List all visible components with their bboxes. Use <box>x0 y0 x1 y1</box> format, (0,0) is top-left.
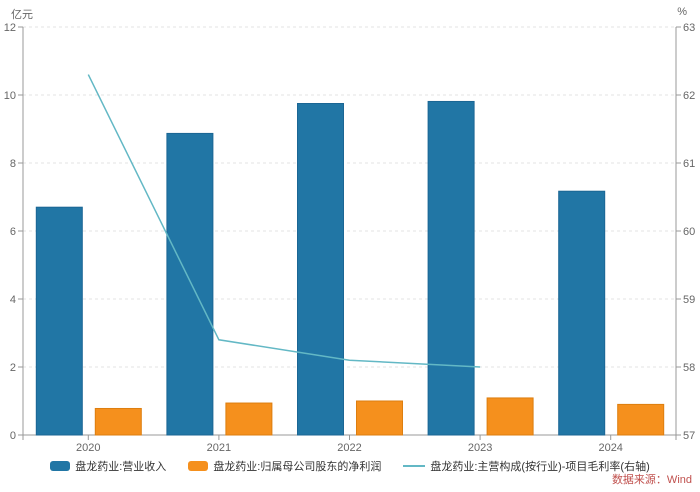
right-axis-tick-label: 61 <box>683 158 695 170</box>
legend-item-revenue[interactable]: 盘龙药业:营业收入 <box>50 458 166 474</box>
revenue-bar-2024[interactable] <box>558 190 606 436</box>
right-axis-tick-label: 63 <box>683 22 695 34</box>
legend-label-revenue: 盘龙药业:营业收入 <box>75 461 167 473</box>
x-axis-year-label: 2021 <box>207 442 231 454</box>
revenue-bar-2023[interactable] <box>427 100 475 436</box>
net-profit-bar-2023[interactable] <box>486 397 534 436</box>
right-axis-unit: % <box>677 6 687 18</box>
x-axis-year-label: 2020 <box>76 442 100 454</box>
legend: 盘龙药业:营业收入 盘龙药业:归属母公司股东的净利润 盘龙药业:主营构成(按行业… <box>0 458 700 474</box>
legend-item-net-profit[interactable]: 盘龙药业:归属母公司股东的净利润 <box>188 458 381 474</box>
data-source-note: 数据来源：Wind <box>611 474 692 486</box>
left-axis-tick-label: 12 <box>4 22 16 34</box>
revenue-bar-2020[interactable] <box>35 206 83 436</box>
legend-swatch-net-profit <box>188 461 209 471</box>
right-axis-tick-label: 57 <box>683 430 695 442</box>
net-profit-bar-2020[interactable] <box>94 407 142 436</box>
right-axis-tick-label: 62 <box>683 90 695 102</box>
legend-swatch-revenue <box>50 461 71 471</box>
right-axis-tick-label: 60 <box>683 226 695 238</box>
net-profit-bar-2021[interactable] <box>225 402 273 436</box>
left-axis-tick-label: 2 <box>10 362 16 374</box>
left-axis-tick-label: 4 <box>10 294 16 306</box>
net-profit-bar-2022[interactable] <box>356 400 403 436</box>
net-profit-bar-2024[interactable] <box>617 403 665 436</box>
x-axis-year-label: 2024 <box>598 442 622 454</box>
legend-label-gross-margin: 盘龙药业:主营构成(按行业)-项目毛利率(右轴) <box>430 461 650 473</box>
left-axis-tick-label: 10 <box>4 90 16 102</box>
left-axis-tick-label: 6 <box>10 226 16 238</box>
revenue-bar-2021[interactable] <box>166 132 214 436</box>
revenue-bar-2022[interactable] <box>297 103 344 436</box>
left-axis-unit: 亿元 <box>11 9 33 21</box>
right-axis-tick-label: 59 <box>683 294 695 306</box>
legend-swatch-gross-margin <box>403 465 426 467</box>
x-axis-year-label: 2022 <box>337 442 361 454</box>
legend-label-net-profit: 盘龙药业:归属母公司股东的净利润 <box>213 461 382 473</box>
left-axis-tick-label: 0 <box>10 430 16 442</box>
x-axis-year-label: 2023 <box>468 442 492 454</box>
gross-margin-line[interactable] <box>87 74 481 368</box>
left-axis-tick-label: 8 <box>10 158 16 170</box>
right-axis-tick-label: 58 <box>683 362 695 374</box>
legend-item-gross-margin[interactable]: 盘龙药业:主营构成(按行业)-项目毛利率(右轴) <box>403 458 650 474</box>
